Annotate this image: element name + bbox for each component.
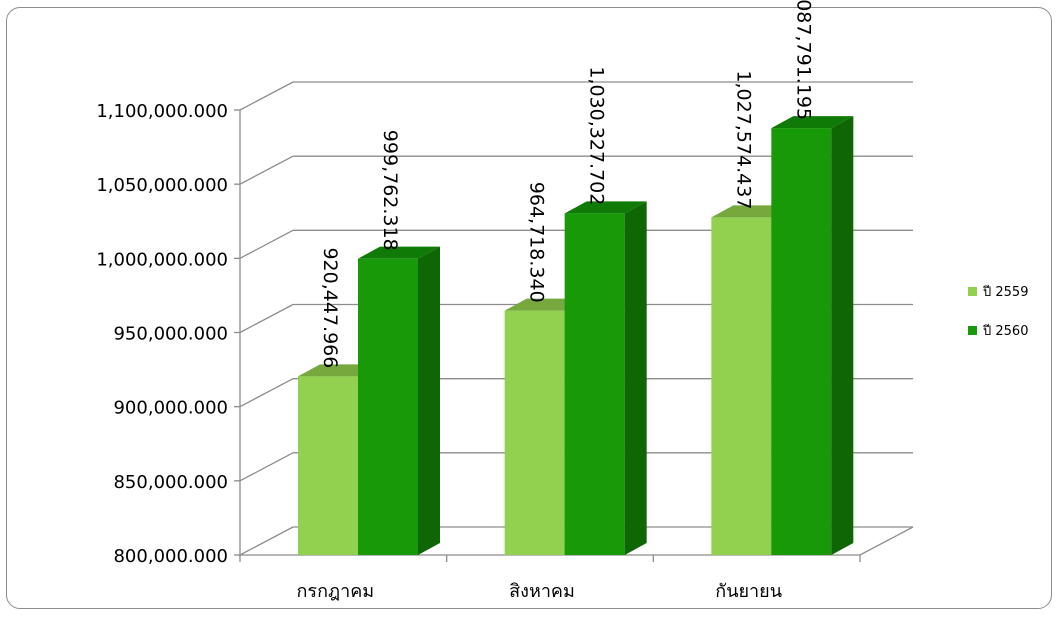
gridline-depth xyxy=(240,453,293,481)
category-label: กันยายน xyxy=(715,581,782,602)
gridline-depth xyxy=(240,82,293,110)
bar-front xyxy=(358,259,418,555)
y-tick-label: 850,000.000 xyxy=(113,472,228,493)
bar-front xyxy=(505,311,565,555)
bar-side xyxy=(418,247,440,555)
y-tick-label: 900,000.000 xyxy=(113,398,228,419)
y-tick-label: 1,050,000.000 xyxy=(96,175,228,196)
bar-side xyxy=(625,201,647,555)
bar-front xyxy=(771,128,831,555)
legend-swatch xyxy=(968,287,977,296)
legend-swatch xyxy=(968,326,977,335)
data-label: 1,030,327.702 xyxy=(586,66,608,205)
bar xyxy=(771,116,853,555)
category-label: สิงหาคม xyxy=(509,581,575,602)
category-labels: กรกฎาคม สิงหาคม กันยายน xyxy=(297,581,782,602)
y-tick-label: 1,100,000.000 xyxy=(96,101,228,122)
data-label: 964,718.340 xyxy=(526,182,548,303)
gridline-depth xyxy=(240,230,293,258)
gridline-depth xyxy=(240,305,293,333)
legend-entry: ปี 2559 xyxy=(982,284,1028,300)
bar-front xyxy=(565,213,625,555)
legend-entry: ปี 2560 xyxy=(982,323,1028,339)
y-tick-label: 800,000.000 xyxy=(113,546,228,567)
bar-side xyxy=(831,116,853,555)
gridline-depth xyxy=(240,156,293,184)
data-label: 1,087,791.195 xyxy=(792,0,814,120)
data-label: 1,027,574.437 xyxy=(732,70,754,209)
legend: ปี 2559 ปี 2560 xyxy=(968,284,1028,339)
bar xyxy=(565,201,647,555)
bar-front xyxy=(298,376,358,555)
gridline-depth xyxy=(240,379,293,407)
data-label: 920,447.966 xyxy=(319,247,341,368)
y-tick-labels: 800,000.000 850,000.000 900,000.000 950,000… xyxy=(96,101,228,567)
bar-front xyxy=(711,217,771,555)
y-tick-label: 1,000,000.000 xyxy=(96,249,228,270)
data-label: 999,762.318 xyxy=(379,130,401,251)
category-label: กรกฎาคม xyxy=(297,581,375,602)
bar xyxy=(358,247,440,555)
gridline-depth xyxy=(240,527,293,555)
y-tick-label: 950,000.000 xyxy=(113,324,228,345)
